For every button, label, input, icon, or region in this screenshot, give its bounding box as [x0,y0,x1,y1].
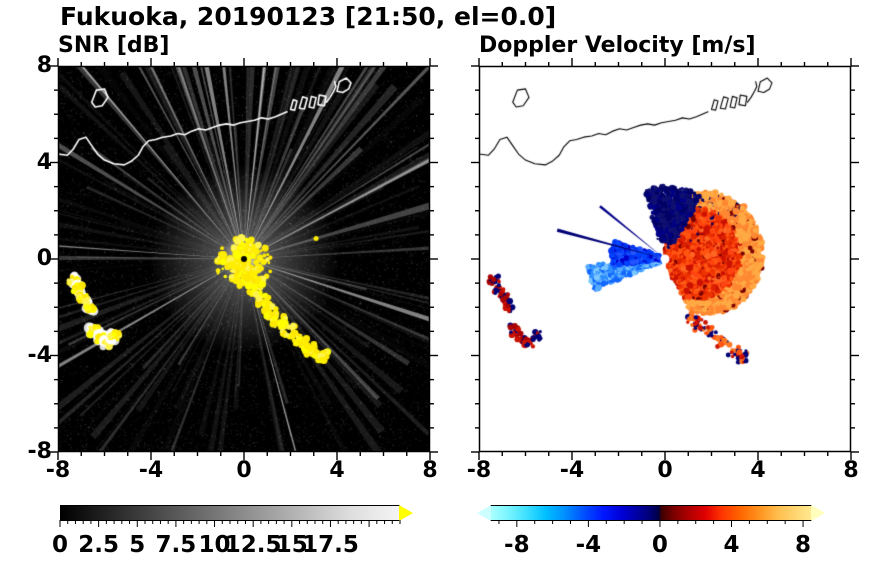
x-tick-label-doppler: 8 [843,458,859,483]
y-tick-label: -4 [27,342,52,368]
colorbar-ticks [498,520,804,527]
snr-colorbar [59,505,413,527]
y-tick-label: 4 [36,149,52,175]
cbar-dop-tick-label: 0 [651,532,668,558]
axes-frame-and-ticks [50,58,438,460]
doppler-panel-title: Doppler Velocity [m/s] [479,33,756,58]
x-tick-label-doppler: 0 [657,458,673,483]
cbar-snr-tick-label: 5 [129,532,146,558]
doppler-plot-canvas [479,66,851,452]
axes-frame-and-ticks [471,58,859,460]
x-tick-label-snr: 0 [236,458,252,483]
x-tick-label-doppler: -8 [466,458,492,483]
cbar-snr-tick-label: 7.5 [155,532,197,558]
x-tick-label-doppler: -4 [559,458,585,483]
colorbar-over-arrow [399,505,413,521]
cbar-snr-tick-label: 15 [275,532,308,558]
cbar-dop-tick-label: 4 [723,532,740,558]
cbar-snr-tick-label: 10 [198,532,231,558]
y-tick-label: -8 [27,439,52,464]
cbar-snr-tick-label: 17.5 [302,532,359,558]
x-tick-label-snr: 4 [329,458,345,483]
x-tick-label-snr: 8 [422,458,438,483]
x-tick-label-doppler: 4 [750,458,766,483]
cbar-dop-tick-label: 8 [795,532,812,558]
cbar-dop-tick-label: -4 [575,532,602,558]
cbar-snr-tick-label: 0 [51,532,68,558]
figure-title: Fukuoka, 20190123 [21:50, el=0.0] [60,2,557,31]
cbar-snr-tick-label: 2.5 [78,532,119,558]
colorbar-over-arrow [811,505,825,521]
snr-plot-canvas [58,66,430,452]
cbar-snr-tick-label: 12.5 [224,532,282,558]
y-tick-label: 8 [36,53,52,78]
snr-panel-title: SNR [dB] [58,33,170,58]
y-tick-label: 0 [36,246,52,271]
cbar-dop-tick-label: -8 [504,532,530,558]
colorbar-ticks [59,520,401,527]
colorbar-under-arrow [477,505,491,521]
x-tick-label-snr: -4 [138,458,164,483]
x-tick-label-snr: -8 [45,458,71,483]
snr-plot [50,58,438,460]
doppler-colorbar [477,505,825,527]
doppler-plot [471,58,859,460]
